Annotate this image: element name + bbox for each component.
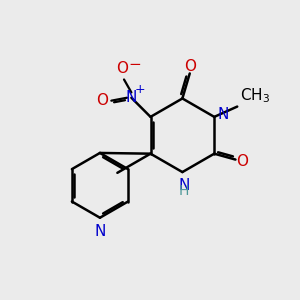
Text: N: N: [94, 224, 106, 239]
Text: +: +: [134, 83, 145, 96]
Text: O: O: [116, 61, 128, 76]
Text: H: H: [179, 184, 189, 199]
Text: O: O: [97, 93, 109, 108]
Text: −: −: [128, 57, 141, 72]
Text: CH$_3$: CH$_3$: [240, 86, 270, 105]
Text: O: O: [184, 59, 196, 74]
Text: O: O: [236, 154, 248, 169]
Text: N: N: [178, 178, 190, 193]
Text: N: N: [126, 90, 137, 105]
Text: N: N: [217, 107, 229, 122]
